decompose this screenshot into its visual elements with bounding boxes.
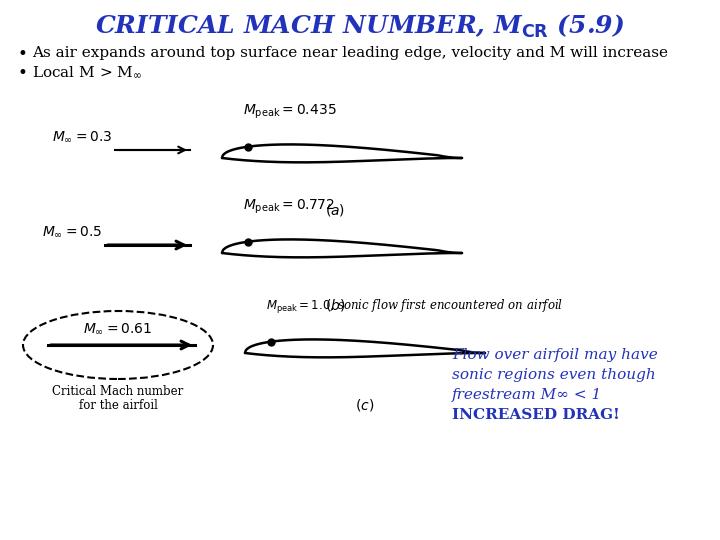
Text: $(a)$: $(a)$	[325, 202, 345, 218]
Text: Flow over airfoil may have: Flow over airfoil may have	[452, 348, 658, 362]
Text: $M_{\rm peak} = 0.772$: $M_{\rm peak} = 0.772$	[243, 197, 336, 215]
Text: $M_{\rm peak} = 0.435$: $M_{\rm peak} = 0.435$	[243, 102, 337, 120]
Text: $M_{\infty} = 0.61$: $M_{\infty} = 0.61$	[84, 322, 153, 336]
Text: $(b)$: $(b)$	[325, 297, 345, 313]
Text: As air expands around top surface near leading edge, velocity and M will increas: As air expands around top surface near l…	[32, 46, 668, 60]
Text: Local M > M$_{\infty}$: Local M > M$_{\infty}$	[32, 65, 142, 80]
Text: freestream M∞ < 1: freestream M∞ < 1	[452, 388, 602, 402]
Text: INCREASED DRAG!: INCREASED DRAG!	[452, 408, 620, 422]
Text: CRITICAL MACH NUMBER, M$_{\bf{CR}}$ (5.9): CRITICAL MACH NUMBER, M$_{\bf{CR}}$ (5.9…	[95, 13, 625, 40]
Text: •: •	[18, 65, 28, 82]
Text: for the airfoil: for the airfoil	[78, 399, 158, 412]
Text: •: •	[18, 46, 28, 63]
Ellipse shape	[23, 311, 213, 379]
Text: sonic regions even though: sonic regions even though	[452, 368, 656, 382]
Text: $M_{\infty} = 0.3$: $M_{\infty} = 0.3$	[52, 130, 112, 144]
Text: $M_{\infty} = 0.5$: $M_{\infty} = 0.5$	[42, 225, 102, 239]
Text: $(c)$: $(c)$	[356, 397, 374, 413]
Text: $M_{\rm peak} = 1.0$, sonic flow first encountered on airfoil: $M_{\rm peak} = 1.0$, sonic flow first e…	[266, 298, 564, 315]
Text: Critical Mach number: Critical Mach number	[53, 385, 184, 398]
